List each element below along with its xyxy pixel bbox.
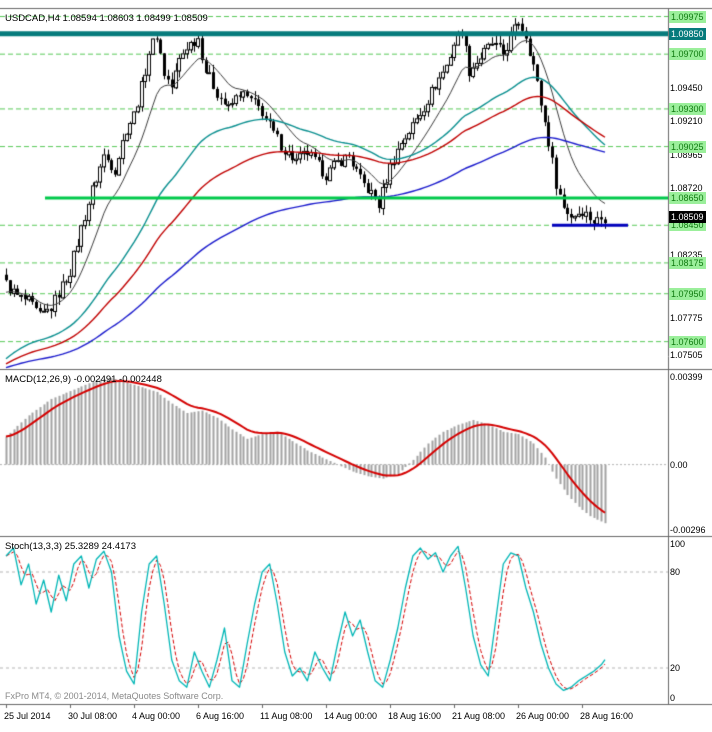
stoch-scale-label: 100 (670, 539, 686, 549)
price-tick-label: 1.07505 (670, 350, 703, 360)
macd-scale-label: 0.00399 (670, 372, 703, 382)
chart-title: USDCAD,H4 1.08594 1.08603 1.08499 1.0850… (5, 13, 208, 24)
time-axis-label: 14 Aug 00:00 (324, 711, 378, 721)
time-axis-label: 4 Aug 00:00 (132, 711, 181, 721)
time-axis-label: 18 Aug 16:00 (388, 711, 442, 721)
price-level-label: 1.08650 (669, 192, 706, 204)
time-axis-label: 25 Jul 2014 (4, 711, 51, 721)
stoch-scale-label: 0 (670, 693, 676, 703)
current-price-label: 1.08509 (669, 211, 706, 223)
price-level-label: 1.09025 (669, 141, 706, 153)
price-level-label: 1.08175 (669, 257, 706, 269)
stoch-indicator-label: Stoch(13,3,3) 25.3289 24.4173 (5, 541, 136, 552)
time-axis-label: 21 Aug 08:00 (452, 711, 506, 721)
price-scale[interactable] (668, 9, 712, 705)
time-axis-label: 6 Aug 16:00 (196, 711, 245, 721)
price-level-label: 1.07600 (669, 336, 706, 348)
price-tick-label: 1.09450 (670, 83, 703, 93)
stoch-scale-label: 20 (670, 663, 681, 673)
macd-indicator-label: MACD(12,26,9) -0.002491 -0.002448 (5, 374, 162, 385)
price-tick-label: 1.08965 (670, 150, 703, 160)
macd-scale-label: -0.00296 (670, 525, 706, 535)
time-axis-label: 26 Aug 00:00 (516, 711, 570, 721)
price-level-label: 1.09300 (669, 103, 706, 115)
time-axis[interactable] (0, 705, 668, 732)
price-level-label: 1.09975 (669, 11, 706, 23)
price-level-label: 1.09850 (669, 28, 706, 40)
price-tick-label: 1.08720 (670, 183, 703, 193)
time-axis-label: 11 Aug 08:00 (260, 711, 313, 721)
macd-scale-label: 0.00 (670, 460, 688, 470)
price-tick-label: 1.08235 (670, 250, 703, 260)
time-axis-label: 30 Jul 08:00 (68, 711, 118, 721)
time-axis-label: 28 Aug 16:00 (580, 711, 634, 721)
price-tick-label: 1.07775 (670, 313, 703, 323)
price-tick-label: 1.09210 (670, 116, 703, 126)
price-level-label: 1.07950 (669, 288, 706, 300)
watermark: FxPro MT4, © 2001-2014, MetaQuotes Softw… (5, 691, 224, 701)
stoch-scale-label: 80 (670, 567, 681, 577)
price-level-label: 1.09700 (669, 48, 706, 60)
